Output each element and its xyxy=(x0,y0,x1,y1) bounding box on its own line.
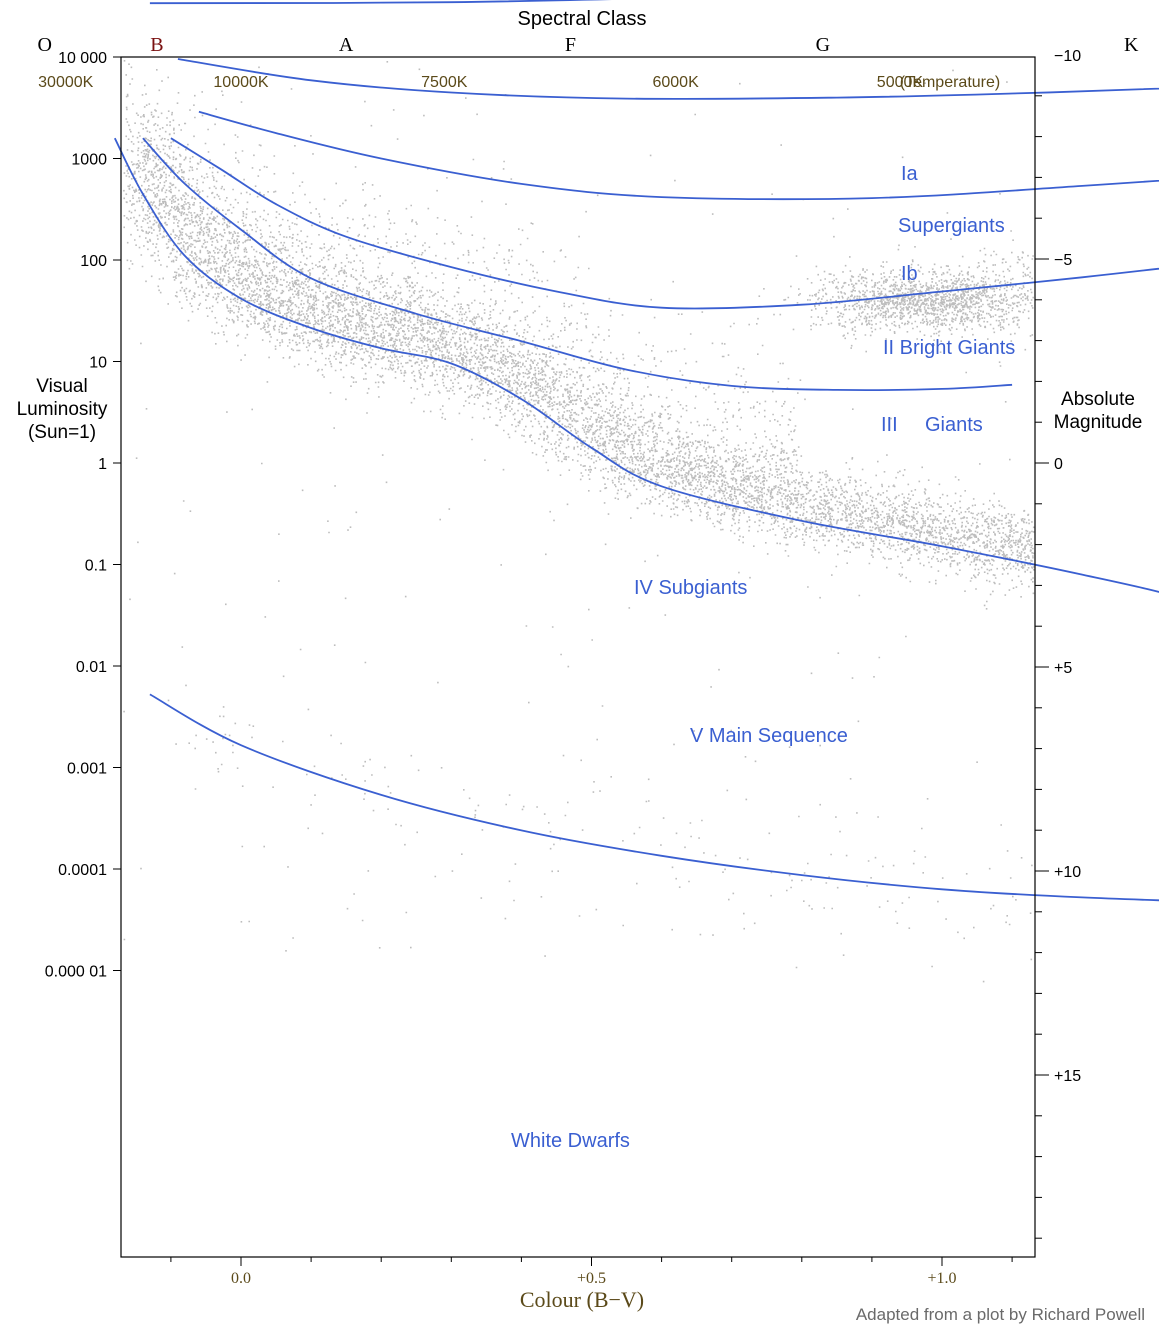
mag-tick-label: −10 xyxy=(1054,48,1081,65)
curve-iv xyxy=(142,137,1013,391)
temperature-label: 30000K xyxy=(38,74,93,91)
x-tick-label: +1.0 xyxy=(927,1270,956,1287)
y-tick-label: 10 000 xyxy=(58,50,107,67)
mag-tick-label: −5 xyxy=(1054,252,1072,269)
y-axis-title-line: Luminosity xyxy=(17,399,108,420)
y-axis-title-line: Visual xyxy=(36,376,87,397)
annotations: Ia Supergiants Ib II Bright Giants III Giants… xyxy=(511,163,1015,1152)
y-tick-label: 1 xyxy=(98,456,107,473)
y-tick-label: 0.001 xyxy=(67,761,107,778)
curve-ia xyxy=(149,0,614,5)
y-tick-label: 1000 xyxy=(71,152,107,169)
curve-ib xyxy=(177,58,1159,100)
y-tick-label: 100 xyxy=(80,253,107,270)
y-axis-title-line: (Sun=1) xyxy=(28,422,96,443)
curve-white-dwarfs xyxy=(149,693,1159,902)
y-tick-label: 0.01 xyxy=(76,659,107,676)
label-iv-subgiants: IV Subgiants xyxy=(634,577,747,599)
x-tick-label: 0.0 xyxy=(231,1270,251,1287)
temperature-label: 7500K xyxy=(421,74,468,91)
curve-ii xyxy=(198,110,1159,201)
spectral-class-f: F xyxy=(565,34,576,56)
mag-tick-label: +15 xyxy=(1054,1068,1081,1085)
x-axis-title: Colour (B−V) xyxy=(520,1287,644,1312)
label-giants: Giants xyxy=(925,414,983,436)
plot-frame xyxy=(120,56,1036,1258)
label-ia: Ia xyxy=(901,163,919,185)
temperature-unit-label: (Temperature) xyxy=(900,74,1000,91)
y-tick-label: 0.0001 xyxy=(58,862,107,879)
spectral-class-g: G xyxy=(816,34,830,56)
spectral-class-b: B xyxy=(150,34,163,56)
x-tick-label: +0.5 xyxy=(577,1270,606,1287)
spectral-class-o: O xyxy=(37,34,51,56)
credit-text: Adapted from a plot by Richard Powell xyxy=(855,1305,1145,1324)
label-supergiants: Supergiants xyxy=(898,215,1005,237)
temperature-label: 10000K xyxy=(213,74,268,91)
temperature-label: 5000K xyxy=(877,74,924,91)
spectral-class-k: K xyxy=(1124,34,1139,56)
y-tick-label: 10 xyxy=(89,355,107,372)
mag-tick-label: 0 xyxy=(1054,456,1063,473)
mag-tick-label: +5 xyxy=(1054,660,1072,677)
label-v-main-sequence: V Main Sequence xyxy=(690,725,848,747)
spectral-class-title: Spectral Class xyxy=(518,8,647,30)
curve-v xyxy=(113,137,1159,593)
luminosity-class-curves xyxy=(113,0,1159,902)
y-tick-label: 0.1 xyxy=(85,558,107,575)
label-ii-bright-giants: II Bright Giants xyxy=(883,337,1015,359)
y2-axis-title-line: Magnitude xyxy=(1054,412,1143,433)
spectral-class-a: A xyxy=(339,34,354,56)
label-white-dwarfs: White Dwarfs xyxy=(511,1130,630,1152)
y-tick-label: 0.000 01 xyxy=(45,964,107,981)
y2-axis-title-line: Absolute xyxy=(1061,389,1135,410)
label-iii: III xyxy=(881,414,898,436)
star-points xyxy=(123,60,1035,983)
mag-tick-label: +10 xyxy=(1054,864,1081,881)
temperature-label: 6000K xyxy=(652,74,699,91)
star-scatter xyxy=(123,60,1035,983)
curve-iii xyxy=(170,137,1159,310)
label-ib: Ib xyxy=(901,263,918,285)
